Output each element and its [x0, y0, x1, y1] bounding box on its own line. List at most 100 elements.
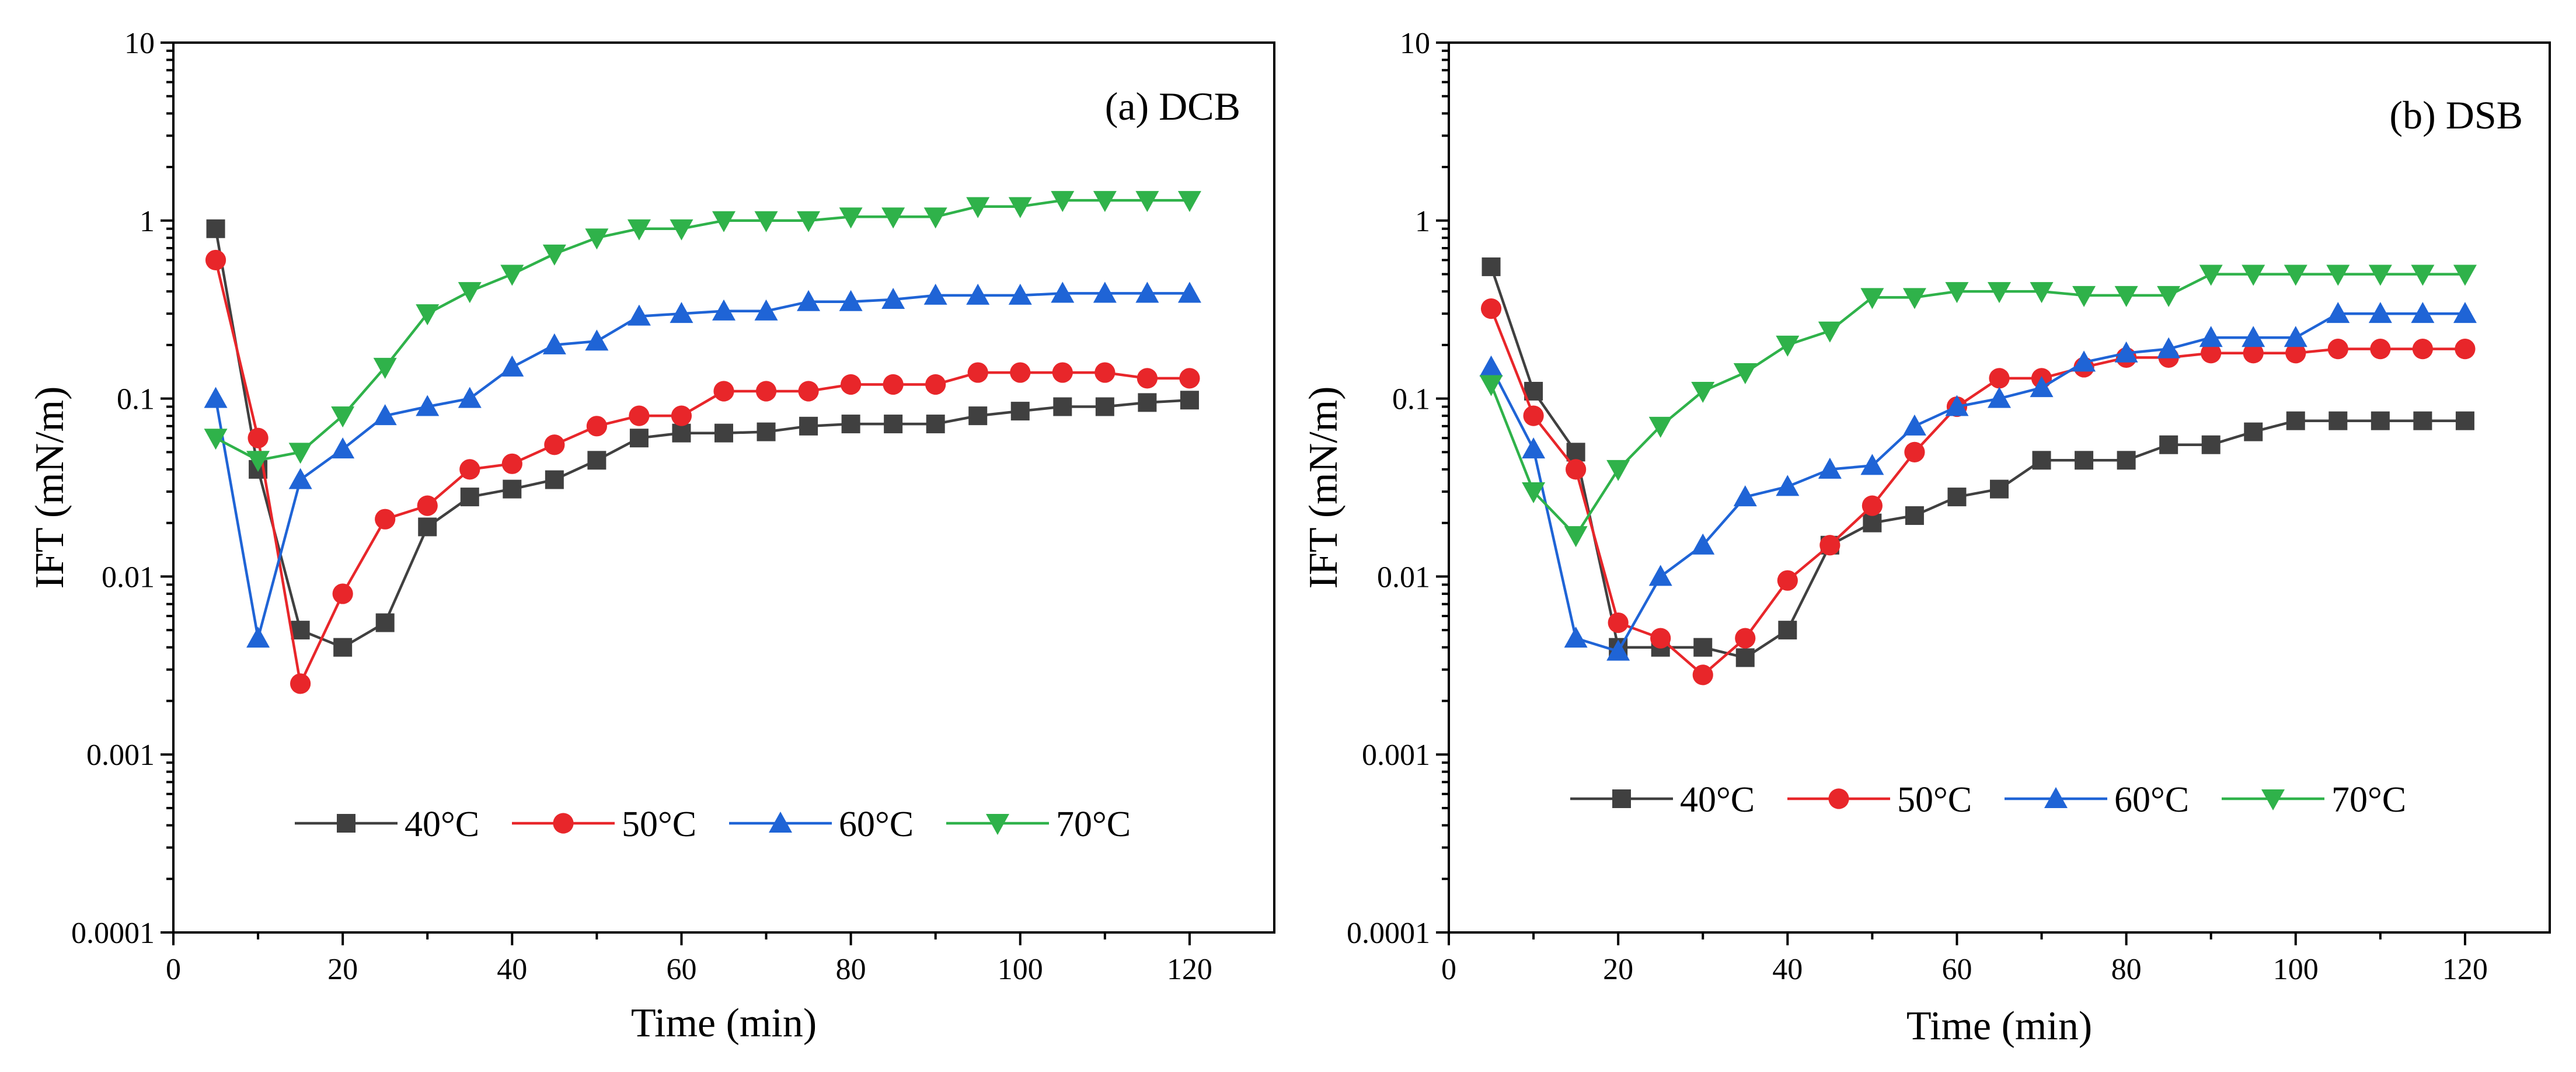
data-point [1608, 612, 1629, 634]
data-point [204, 387, 228, 408]
data-point [841, 415, 860, 434]
data-point [713, 381, 734, 402]
legend-label: 70°C [1056, 805, 1131, 844]
data-point [2159, 435, 2178, 454]
data-point [839, 207, 863, 229]
data-point [2242, 326, 2265, 347]
legend-marker-70°C [986, 814, 1009, 835]
data-point [416, 395, 440, 416]
data-point [1135, 191, 1159, 213]
plot-frame [1448, 41, 2551, 934]
x-tick-label: 60 [1941, 953, 1972, 986]
chart-panel-dsb: 0 20 40 60 80 100 120 0.0001 0.001 0.01 0.1 1 10 (b… [1301, 27, 2551, 1049]
data-point [881, 207, 905, 229]
x-tick-label: 80 [2111, 953, 2142, 986]
series-line-70°C [1490, 273, 2465, 537]
data-point [1138, 393, 1157, 412]
data-point [1135, 281, 1159, 303]
y-tick-label: 1 [1415, 205, 1430, 238]
data-point [797, 211, 821, 232]
data-point [923, 283, 947, 305]
data-point [1860, 288, 1884, 309]
data-point [670, 302, 693, 323]
data-point [288, 468, 312, 489]
data-point [1480, 298, 1502, 319]
data-point [1945, 395, 1969, 416]
data-point [542, 244, 566, 266]
data-point [1177, 191, 1201, 213]
data-point [2326, 264, 2350, 286]
data-point [2453, 264, 2477, 286]
data-point [1523, 405, 1544, 426]
data-point [416, 304, 440, 326]
data-point [1008, 197, 1032, 218]
data-point [925, 374, 946, 395]
data-point [586, 416, 607, 437]
data-point [290, 673, 311, 694]
legend-label: 60°C [2114, 780, 2189, 820]
data-point [2284, 326, 2307, 347]
legend-label: 50°C [1897, 780, 1972, 820]
data-point [1051, 281, 1075, 303]
data-point [966, 283, 990, 305]
legend-marker-40°C [1612, 789, 1631, 808]
data-point [1733, 485, 1757, 507]
y-tick-label: 0.1 [1392, 383, 1430, 416]
legend-marker-70°C [2261, 789, 2285, 810]
data-point [2326, 302, 2350, 323]
y-tick-label: 0.01 [1377, 561, 1430, 594]
legend-label: 70°C [2331, 780, 2406, 820]
data-point [1733, 363, 1757, 385]
data-point [1945, 282, 1969, 304]
data-point [2413, 411, 2432, 430]
data-point [204, 429, 228, 450]
data-point [2114, 286, 2138, 307]
x-tick-label: 40 [497, 953, 527, 986]
y-tick-label: 0.0001 [71, 917, 155, 950]
x-tick-label: 60 [666, 953, 696, 986]
data-point [1137, 368, 1158, 389]
data-point [1180, 391, 1199, 410]
data-point [1564, 627, 1588, 648]
data-point [627, 304, 651, 326]
data-point [585, 228, 609, 250]
y-tick-label: 1 [140, 205, 155, 238]
x-tick-label: 0 [166, 953, 181, 986]
data-point [503, 479, 522, 499]
data-point [1564, 526, 1588, 548]
y-tick-label: 0.001 [86, 739, 155, 772]
data-point [2370, 339, 2391, 360]
x-axis-title: Time (min) [1906, 1004, 2092, 1049]
data-point [1010, 402, 1030, 421]
data-point [418, 517, 437, 537]
data-point [1902, 288, 1926, 309]
data-point [2244, 422, 2263, 441]
data-point [629, 429, 649, 448]
data-point [1905, 506, 1924, 525]
data-point [2157, 286, 2181, 307]
x-tick-label: 100 [2273, 953, 2319, 986]
data-point [1988, 387, 2011, 408]
data-point [1990, 479, 2009, 499]
data-point [1522, 482, 1546, 503]
y-axis-ticks: 0.0001 0.001 0.01 0.1 1 10 [1347, 27, 1449, 950]
data-point [671, 405, 692, 426]
data-point [1093, 281, 1117, 303]
data-point [291, 621, 310, 640]
data-point [2285, 343, 2306, 364]
data-point [926, 415, 945, 434]
legend: 40°C 50°C 60°C 70°C [295, 805, 1131, 844]
series-line-60°C [1490, 312, 2465, 653]
panel-title: (a) DCB [1105, 84, 1240, 128]
legend-label: 40°C [405, 805, 479, 844]
x-tick-label: 0 [1441, 953, 1456, 986]
data-point [1052, 362, 1073, 383]
data-point [333, 638, 353, 657]
chart-panel-dcb: 0 20 40 60 80 100 120 0.0001 0.001 0.01 0.1 1 10 (a… [27, 27, 1275, 1046]
x-tick-label: 120 [2442, 953, 2488, 986]
data-point [458, 282, 482, 304]
data-point [2368, 264, 2392, 286]
y-axis-title: IFT (mN/m) [1301, 387, 1346, 589]
data-point [2201, 435, 2221, 454]
data-point [373, 357, 397, 379]
